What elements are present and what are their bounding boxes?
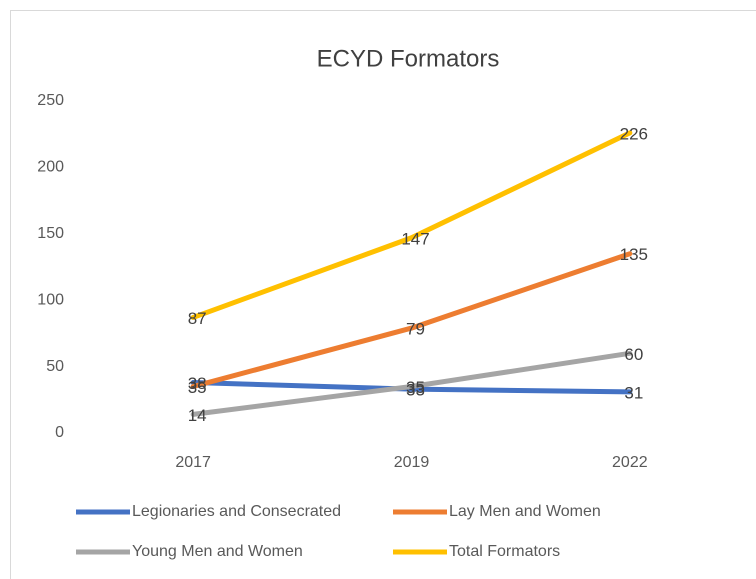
chart-border [10,10,756,579]
data-label: 35 [406,378,425,397]
series-line [190,251,633,390]
y-tick-label: 250 [37,92,64,109]
data-label: 35 [188,378,207,397]
x-tick-label: 2019 [394,454,430,471]
y-tick-label: 50 [46,358,64,375]
x-tick-label: 2017 [175,454,211,471]
data-label: 38 [188,374,207,393]
series-line [190,380,633,395]
data-label: 14 [188,406,207,425]
y-tick-label: 200 [37,159,64,176]
data-label: 33 [406,381,425,400]
legend-label: Lay Men and Women [449,503,601,520]
y-tick-label: 100 [37,291,64,308]
data-label: 31 [624,383,643,402]
data-label: 135 [620,245,648,264]
legend-label: Young Men and Women [132,543,303,560]
data-label: 226 [620,124,648,143]
legend-label: Legionaries and Consecrated [132,503,341,520]
data-label: 87 [188,309,207,328]
series-line [190,350,633,417]
x-tick-label: 2022 [612,454,648,471]
data-label: 79 [406,320,425,339]
data-label: 147 [401,229,429,248]
y-tick-label: 150 [37,225,64,242]
series-line [190,130,633,320]
y-tick-label: 0 [55,424,64,441]
data-label: 60 [624,345,643,364]
legend-label: Total Formators [449,543,560,560]
chart-title: ECYD Formators [317,45,500,72]
